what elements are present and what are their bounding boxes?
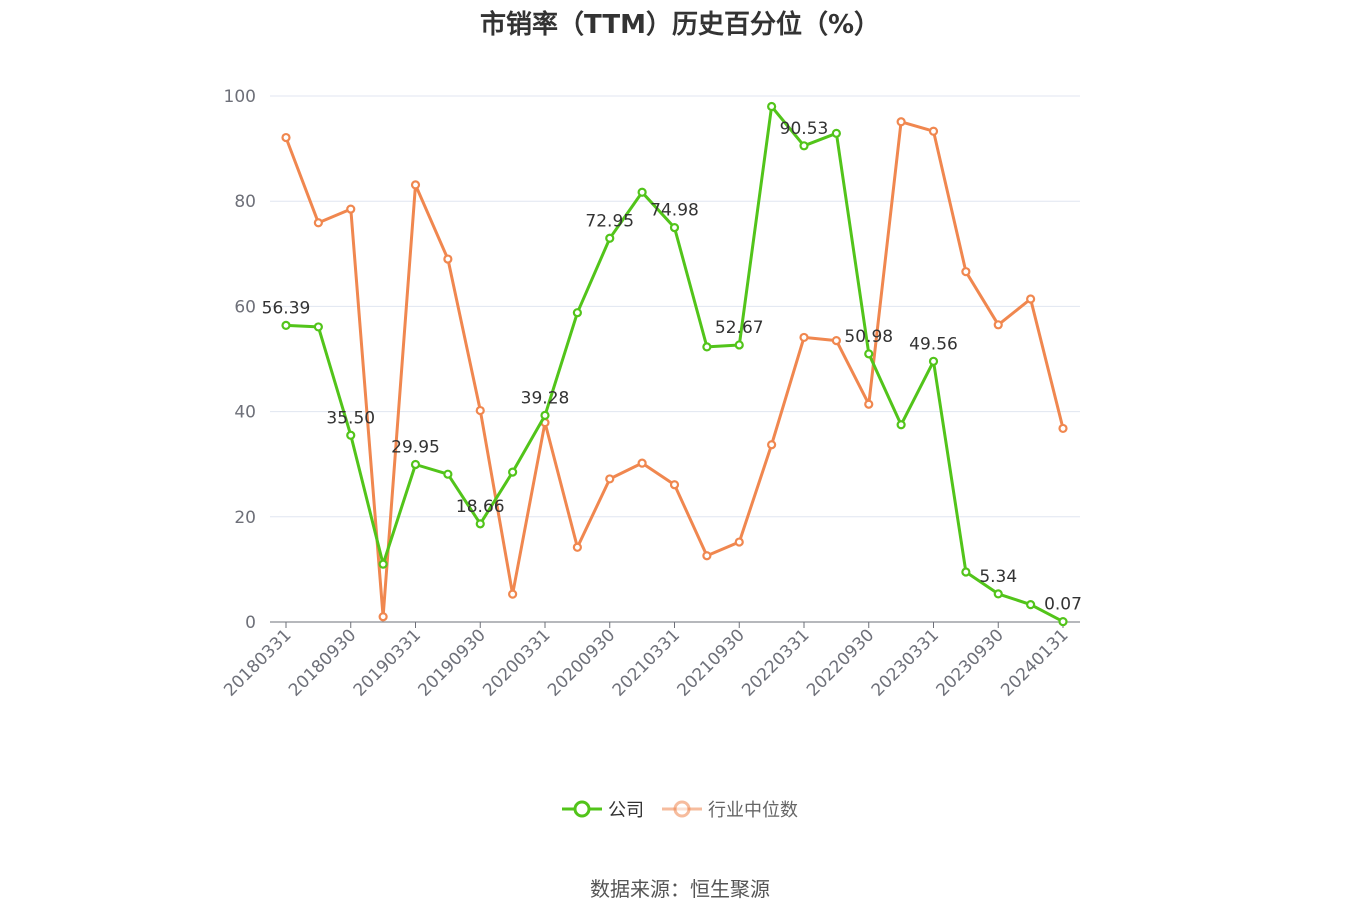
data-point[interactable] xyxy=(1058,423,1068,434)
y-tick-label: 0 xyxy=(245,613,256,633)
x-tick-label: 20230331 xyxy=(868,625,943,700)
data-label: 0.07 xyxy=(1044,595,1082,615)
y-tick-label: 60 xyxy=(234,297,256,317)
data-point[interactable] xyxy=(799,332,809,343)
data-labels: 56.39 35.50 29.95 18.66 39.28 72.95 74.98 52.67… xyxy=(262,119,1082,615)
x-tick-label: 20190930 xyxy=(414,625,489,700)
data-point[interactable] xyxy=(378,559,388,569)
data-label: 49.56 xyxy=(909,334,958,354)
legend: 公司 行业中位数 xyxy=(0,796,1360,822)
x-tick-label: 20220930 xyxy=(803,625,878,700)
x-tick-label: 20230930 xyxy=(932,625,1007,700)
data-point[interactable] xyxy=(410,459,421,470)
legend-marker-icon xyxy=(562,800,602,818)
data-point[interactable] xyxy=(669,223,680,233)
data-point[interactable] xyxy=(1026,294,1036,304)
data-point[interactable] xyxy=(637,187,647,197)
y-tick-label: 100 xyxy=(224,87,256,107)
data-point[interactable] xyxy=(605,474,615,484)
data-label: 74.98 xyxy=(650,201,699,221)
data-point[interactable] xyxy=(799,141,809,151)
data-point[interactable] xyxy=(702,551,712,561)
x-tick-label: 20210331 xyxy=(609,625,684,700)
data-point[interactable] xyxy=(637,458,647,468)
legend-label: 行业中位数 xyxy=(708,800,798,821)
data-point[interactable] xyxy=(540,410,550,420)
data-point[interactable] xyxy=(443,469,453,479)
legend-marker-icon xyxy=(662,800,702,818)
data-point[interactable] xyxy=(896,420,906,430)
data-point[interactable] xyxy=(734,340,744,350)
data-point[interactable] xyxy=(475,405,485,416)
data-point[interactable] xyxy=(313,322,323,332)
data-point[interactable] xyxy=(281,132,291,143)
data-point[interactable] xyxy=(346,204,356,214)
data-point[interactable] xyxy=(961,267,971,277)
series-lines xyxy=(281,101,1068,627)
legend-label: 公司 xyxy=(608,800,644,821)
y-tick-label: 40 xyxy=(234,403,256,423)
data-point[interactable] xyxy=(508,589,518,599)
data-label: 52.67 xyxy=(715,318,764,338)
data-point[interactable] xyxy=(572,542,582,552)
data-label: 18.66 xyxy=(456,497,505,517)
data-point[interactable] xyxy=(961,567,971,577)
data-point[interactable] xyxy=(928,356,939,366)
data-point[interactable] xyxy=(831,128,841,138)
data-point[interactable] xyxy=(831,335,841,346)
y-tick-label: 20 xyxy=(234,508,256,528)
data-point[interactable] xyxy=(475,519,485,529)
data-label: 35.50 xyxy=(326,408,375,428)
data-point[interactable] xyxy=(281,320,291,330)
data-label: 29.95 xyxy=(391,437,440,457)
data-point[interactable] xyxy=(734,537,744,547)
data-point[interactable] xyxy=(1026,600,1036,610)
series-line-1 xyxy=(284,120,1065,619)
axes: 0 20 40 60 80 100 2018033120180930201903312019… xyxy=(220,87,1080,701)
data-label: 72.95 xyxy=(585,211,634,231)
data-point[interactable] xyxy=(864,349,874,359)
data-point[interactable] xyxy=(928,126,939,136)
data-label: 56.39 xyxy=(262,298,311,318)
y-tick-label: 80 xyxy=(234,192,256,212)
data-point[interactable] xyxy=(1058,617,1068,627)
data-point[interactable] xyxy=(993,589,1003,599)
x-tick-label: 20200331 xyxy=(479,625,554,700)
data-point[interactable] xyxy=(767,440,777,450)
x-tick-label: 20190331 xyxy=(350,625,425,700)
data-label: 90.53 xyxy=(780,119,829,139)
data-point[interactable] xyxy=(410,180,421,190)
data-point[interactable] xyxy=(605,233,615,243)
x-tick-label: 20180930 xyxy=(285,625,360,700)
data-point[interactable] xyxy=(508,467,518,477)
data-point[interactable] xyxy=(702,342,712,352)
line-chart: 0 20 40 60 80 100 2018033120180930201903312019… xyxy=(220,87,1082,701)
data-point[interactable] xyxy=(864,399,874,409)
x-tick-label: 20180331 xyxy=(220,625,295,700)
data-point[interactable] xyxy=(313,218,323,228)
data-label: 39.28 xyxy=(521,388,570,408)
x-tick-label: 20210930 xyxy=(673,625,748,700)
data-point[interactable] xyxy=(993,320,1003,330)
data-point[interactable] xyxy=(572,308,582,318)
data-point[interactable] xyxy=(669,480,680,490)
chart-title: 市销率（TTM）历史百分位（%） xyxy=(480,10,880,40)
data-label: 5.34 xyxy=(979,567,1017,587)
data-point[interactable] xyxy=(443,254,453,264)
x-tick-label: 20220331 xyxy=(738,625,813,700)
legend-item-1[interactable]: 行业中位数 xyxy=(662,796,798,822)
data-point[interactable] xyxy=(378,612,388,622)
x-tick-label: 20200930 xyxy=(544,625,619,700)
data-point[interactable] xyxy=(346,430,356,440)
x-tick-label: 20240131 xyxy=(997,625,1072,700)
data-label: 50.98 xyxy=(844,327,893,347)
source-note: 数据来源：恒生聚源 xyxy=(590,877,770,901)
data-point[interactable] xyxy=(896,117,906,127)
legend-item-0[interactable]: 公司 xyxy=(562,796,644,822)
data-point[interactable] xyxy=(767,101,777,112)
